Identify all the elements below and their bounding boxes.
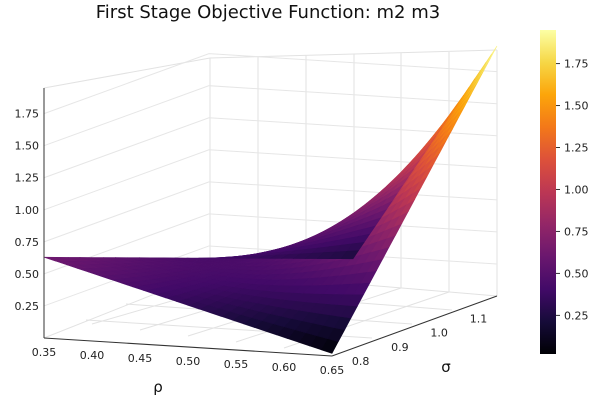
z-grid-line (43, 245, 498, 307)
y-tick-label: 1.0 (430, 327, 448, 340)
x-tick-label: 0.60 (272, 361, 297, 374)
z-tick-label: 1.75 (15, 108, 40, 121)
colorbar-tick-label: 0.25 (564, 309, 589, 322)
z-tick-label: 0.50 (15, 268, 40, 281)
z-grid-line (43, 213, 498, 275)
chart-title: First Stage Objective Function: m2 m3 (96, 2, 440, 23)
x-tick-label: 0.65 (320, 364, 345, 377)
z-tick-label: 0.25 (15, 300, 40, 313)
z-grid-line (43, 149, 498, 211)
colorbar-ticks: 0.25 0.50 0.75 1.00 1.25 1.50 1.75 (556, 58, 589, 322)
tick-labels: 0.35 0.40 0.45 0.50 0.55 0.60 0.65 0.8 0.9 1.0 1.1… (15, 108, 488, 377)
y-axis-line (331, 295, 498, 357)
colorbar-tick-label: 1.75 (564, 58, 589, 71)
x-tick-label: 0.35 (32, 346, 57, 359)
x-axis-label: ρ (153, 378, 163, 396)
z-tick-label: 1.00 (15, 204, 40, 217)
z-tick-label: 1.25 (15, 172, 40, 185)
x-tick-label: 0.50 (176, 355, 201, 368)
y-tick-label: 1.1 (470, 312, 488, 325)
y-tick-label: 0.9 (391, 341, 409, 354)
colorbar-tick-label: 1.25 (564, 142, 589, 155)
objective-surface (43, 45, 498, 354)
z-grid-line (43, 53, 498, 115)
colorbar (540, 30, 556, 354)
y-tick-label: 0.8 (352, 355, 370, 368)
z-tick-label: 1.50 (15, 140, 40, 153)
x-axis-line (43, 337, 333, 357)
z-tick-label: 0.75 (15, 236, 40, 249)
colorbar-tick-label: 1.00 (564, 183, 589, 196)
x-tick-label: 0.40 (80, 349, 105, 362)
axes (43, 88, 498, 357)
colorbar-tick-label: 0.75 (564, 225, 589, 238)
x-tick-label: 0.45 (128, 352, 153, 365)
surface-patch (340, 250, 360, 260)
z-grid-line (43, 181, 498, 243)
y-axis-label: σ (441, 358, 451, 376)
x-tick-label: 0.55 (224, 358, 249, 371)
colorbar-tick-label: 1.50 (564, 100, 589, 113)
z-grid-line (43, 85, 498, 147)
colorbar-tick-label: 0.50 (564, 267, 589, 280)
z-grid-line (43, 117, 498, 179)
